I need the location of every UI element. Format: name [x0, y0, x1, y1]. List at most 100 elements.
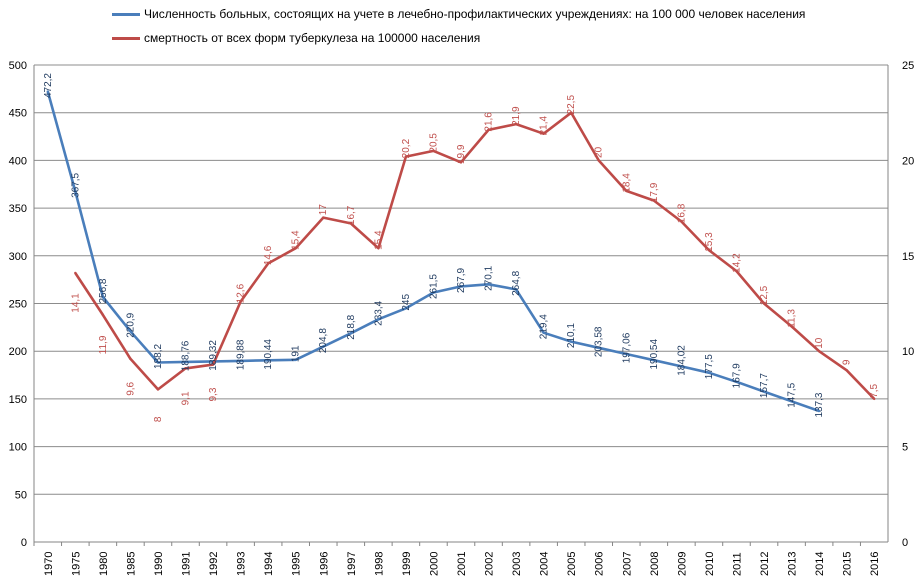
data-label-mortality: 21,9	[511, 106, 522, 126]
data-label-patients: 245	[401, 293, 412, 310]
data-point	[266, 359, 270, 362]
x-tick-label: 2012	[759, 552, 771, 576]
data-point	[184, 367, 187, 370]
data-point	[762, 302, 766, 305]
x-tick-label: 2011	[731, 552, 743, 576]
data-point	[652, 199, 656, 202]
data-label-mortality: 18,4	[621, 173, 632, 193]
legend-swatch-patients	[112, 12, 140, 16]
legend-label-mortality: смертность от всех форм туберкулеза на 1…	[144, 31, 481, 45]
data-point	[597, 346, 600, 349]
x-tick-label: 2003	[511, 552, 523, 576]
data-point	[707, 371, 711, 374]
data-label-patients: 218,8	[346, 314, 357, 339]
data-point	[349, 222, 353, 225]
data-label-patients: 190,44	[263, 339, 274, 370]
data-point	[735, 269, 738, 273]
data-label-mortality: 17	[318, 204, 329, 216]
data-point	[184, 360, 187, 364]
data-label-patients: 210,1	[566, 323, 577, 348]
y-tick-label: 350	[9, 203, 27, 215]
y-tick-label: 200	[9, 346, 27, 358]
x-tick-label: 2000	[428, 552, 440, 576]
legend-label-patients: Численность больных, состоящих на учете …	[144, 7, 806, 21]
data-label-mortality: 14,2	[731, 253, 742, 273]
data-label-mortality: 15,4	[291, 230, 302, 250]
data-point	[101, 295, 105, 299]
data-point	[74, 271, 77, 275]
data-label-mortality: 16,8	[676, 203, 687, 223]
y2-tick-label: 15	[902, 251, 914, 263]
data-point	[542, 331, 545, 334]
data-label-patients: 189,32	[208, 340, 219, 371]
data-point	[432, 149, 435, 153]
data-point	[266, 262, 270, 265]
y-tick-label: 500	[9, 60, 27, 72]
data-label-patients: 219,4	[539, 314, 550, 339]
y2-tick-label: 0	[902, 537, 908, 549]
data-label-patients: 188,2	[153, 344, 164, 369]
data-point	[156, 388, 160, 391]
data-label-mortality: 19,9	[456, 144, 467, 164]
data-label-patients: 157,7	[759, 373, 770, 398]
x-tick-label: 1996	[318, 552, 330, 576]
x-tick-label: 1993	[236, 552, 248, 576]
data-label-mortality: 22,5	[566, 95, 577, 115]
data-point	[129, 330, 132, 333]
data-label-mortality: 17,9	[649, 182, 660, 202]
data-label-patients: 167,9	[731, 363, 742, 388]
x-tick-label: 2004	[539, 552, 551, 576]
data-point	[625, 352, 628, 356]
data-point	[514, 288, 518, 291]
legend-item-mortality: смертность от всех форм туберкулеза на 1…	[112, 30, 805, 46]
y2-tick-label: 5	[902, 442, 908, 454]
data-label-patients: 204,8	[318, 328, 329, 353]
data-label-mortality: 14,6	[263, 245, 274, 265]
y-tick-label: 50	[15, 489, 27, 501]
data-label-mortality: 21,4	[539, 116, 550, 136]
data-point	[873, 397, 876, 401]
data-point	[680, 220, 683, 223]
data-point	[322, 216, 325, 219]
x-tick-label: 2013	[787, 552, 799, 576]
data-point	[817, 409, 821, 413]
x-tick-label: 2014	[814, 552, 826, 576]
data-label-mortality: 12,6	[236, 283, 247, 303]
data-point	[762, 390, 766, 393]
data-label-mortality: 9	[842, 359, 853, 365]
data-label-patients: 367,5	[70, 172, 81, 197]
data-label-mortality: 15,3	[704, 232, 715, 252]
x-tick-label: 2010	[704, 552, 716, 576]
data-point	[377, 318, 380, 321]
x-tick-label: 1998	[373, 552, 385, 576]
y-tick-label: 450	[9, 108, 27, 120]
data-label-mortality: 21,6	[484, 112, 495, 132]
data-label-mortality: 11,9	[98, 335, 109, 354]
data-point	[74, 190, 77, 193]
legend-swatch-mortality	[112, 36, 140, 40]
data-point	[432, 291, 435, 294]
data-point	[404, 307, 408, 310]
data-label-mortality: 20,5	[428, 133, 439, 153]
x-tick-label: 2008	[649, 552, 661, 576]
data-labels: 472,2 367,5 256,8 220,9 188,2 188,76 189,32 189…	[43, 73, 880, 423]
data-point	[790, 325, 793, 328]
data-label-patients: 264,8	[511, 270, 522, 295]
data-point	[707, 248, 711, 252]
data-label-mortality: 16,7	[346, 205, 357, 225]
data-label-mortality: 14,1	[70, 293, 81, 313]
data-label-patients: 220,9	[125, 312, 136, 337]
x-tick-label: 2005	[566, 552, 578, 576]
x-tick-label: 1992	[208, 552, 220, 576]
data-point	[129, 357, 132, 361]
y-tick-label: 300	[9, 251, 27, 263]
data-point	[569, 340, 573, 343]
data-point	[239, 359, 242, 363]
y-tick-label: 250	[9, 299, 27, 311]
x-tick-label: 1999	[401, 552, 413, 576]
data-label-patients: 147,5	[787, 382, 798, 407]
x-tick-label: 2007	[621, 552, 633, 576]
data-label-patients: 233,4	[373, 300, 384, 325]
data-point	[156, 361, 160, 364]
